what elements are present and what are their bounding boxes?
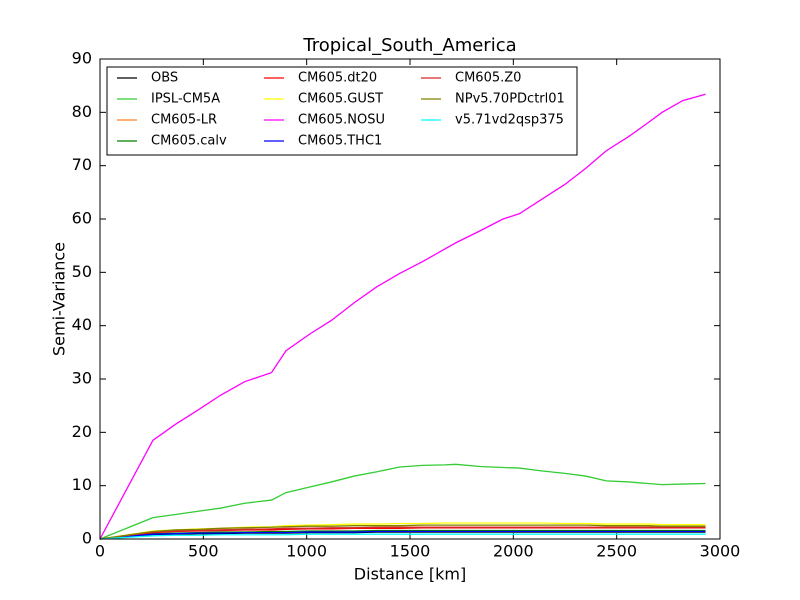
y-axis-label: Semi-Variance xyxy=(50,242,69,356)
x-tick-label: 3000 xyxy=(700,542,741,561)
y-tick-label: 80 xyxy=(72,102,92,121)
y-tick-label: 60 xyxy=(72,209,92,228)
x-tick-label: 1500 xyxy=(390,542,431,561)
legend-label: CM605.GUST xyxy=(298,92,383,107)
x-tick-label: 0 xyxy=(95,542,105,561)
x-tick-label: 500 xyxy=(188,542,219,561)
series-line xyxy=(99,533,706,540)
legend-label: v5.71vd2qsp375 xyxy=(455,113,564,128)
y-tick-label: 30 xyxy=(72,369,92,388)
series-line xyxy=(99,526,706,540)
y-tick-label: 0 xyxy=(82,529,92,548)
legend-label: CM605.THC1 xyxy=(298,134,382,149)
y-tick-label: 40 xyxy=(72,315,92,334)
y-tick-label: 10 xyxy=(72,475,92,494)
series-line xyxy=(99,524,706,540)
x-axis-label: Distance [km] xyxy=(354,565,466,584)
legend-label: CM605.Z0 xyxy=(455,71,521,86)
legend-label: CM605.NOSU xyxy=(298,113,385,128)
legend-label: OBS xyxy=(151,71,178,86)
chart-title: Tropical_South_America xyxy=(302,35,516,56)
series-line xyxy=(99,530,706,540)
legend-label: CM605.calv xyxy=(151,134,227,149)
legend-box xyxy=(106,66,578,156)
legend-label: IPSL-CM5A xyxy=(151,92,220,107)
legend-label: NPv5.70PDctrl01 xyxy=(455,92,565,107)
y-tick-label: 50 xyxy=(72,262,92,281)
x-tick-label: 1000 xyxy=(286,542,327,561)
x-tick-label: 2500 xyxy=(596,542,637,561)
series-line xyxy=(99,529,706,540)
series-line xyxy=(99,93,706,540)
series-line xyxy=(99,463,706,540)
legend-label: CM605.dt20 xyxy=(298,71,377,86)
x-tick-label: 2000 xyxy=(493,542,534,561)
y-tick-label: 20 xyxy=(72,422,92,441)
plot-frame xyxy=(99,58,721,540)
y-tick-label: 70 xyxy=(72,155,92,174)
legend-label: CM605-LR xyxy=(151,113,217,128)
y-tick-label: 90 xyxy=(72,49,92,68)
